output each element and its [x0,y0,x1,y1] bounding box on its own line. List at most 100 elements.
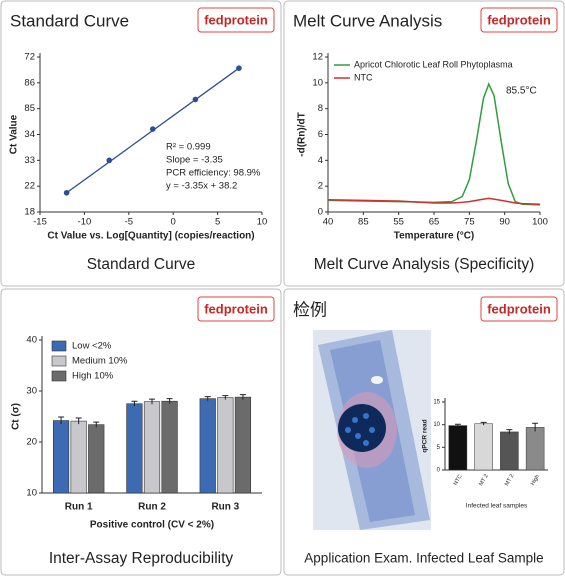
x-tick-label: 75 [464,217,475,228]
x-tick-label: 65 [429,217,440,228]
bar [143,401,161,494]
legend-label: High 10% [72,371,114,382]
x-tick-label: Run 1 [65,502,93,513]
brand-box [480,296,558,322]
x-tick-label: 90 [499,217,510,228]
y-tick-label: 40 [26,335,37,346]
x-tick-label: -10 [78,217,92,228]
brand: fedprotein [204,301,268,316]
bar [161,400,178,494]
y-axis-label: Ct (σ) [11,403,22,430]
point [192,96,199,103]
y-tick-label: 85 [24,103,35,114]
brand-box [480,7,558,33]
x-tick-label: 10 [257,217,268,228]
x-tick-label: MT 2 [478,473,489,487]
error-bar [222,395,229,400]
error-bar [58,416,65,425]
x-tick-label: 55 [393,217,404,228]
bar [52,420,70,494]
y-tick-label: 0 [437,468,441,474]
x-tick-label: NTC [453,474,464,487]
bar [500,431,519,471]
annotation: R² = 0.999 [166,142,211,153]
error-bar [93,421,100,428]
x-axis-label: Temperature (°C) [394,231,475,242]
legend-swatch [51,370,67,382]
y-tick-label: 20 [26,437,37,448]
caption: Standard Curve [87,256,196,273]
bar [217,397,234,494]
bar [88,424,105,494]
panel-title: 检例 [293,300,327,319]
y-axis-label: Ct Value [9,114,20,154]
y-tick-label: 4 [318,155,323,166]
y-tick-label: 22 [24,181,35,192]
legend-swatch [51,340,67,352]
x-tick-label: 5 [215,217,220,228]
y-tick-label: 15 [433,400,440,406]
y-tick-label: 10 [26,488,37,499]
annotation: PCR efficiency: 98.9% [166,168,261,179]
caption: Application Exam. Infected Leaf Sample [304,551,543,566]
caption: Inter-Assay Reproducibility [49,550,234,567]
peak-label: 85.5°C [506,86,537,97]
bar [199,398,216,494]
panel [0,0,282,287]
y-tick-label: 10 [433,422,440,428]
y-tick-label: 33 [24,155,35,166]
x-tick-label: Run 2 [138,502,166,513]
bar [525,427,545,471]
x-tick-label: High [530,474,541,487]
x-tick-label: 0 [171,217,176,228]
legend-label: Medium 10% [72,356,128,367]
x-axis-label: Infected leaf samples [466,503,528,510]
bar [474,423,493,471]
bar [234,396,252,494]
y-tick-label: 18 [24,207,35,218]
legend-swatch [51,355,67,367]
point [106,157,113,164]
point [149,126,156,132]
x-axis-label: Ct Value vs. Log[Quantity] (copies/react… [47,231,254,242]
error-bar [480,421,487,426]
x-tick-label: MT 2 [504,473,515,487]
error-bar [75,417,82,425]
y-tick-label: 10 [312,77,323,88]
error-bar [166,398,173,404]
x-tick-label: Run 3 [211,502,239,513]
point [63,189,70,196]
y-tick-label: 86 [24,77,35,88]
point [236,65,242,71]
brand: fedprotein [204,12,268,27]
panel [283,0,565,287]
y-axis-label: -d(Rn)/dT [297,112,308,156]
x-tick-label: 100 [532,217,548,228]
y-tick-label: 5 [437,445,441,451]
annotation: y = -3.35x + 38.2 [166,181,237,192]
error-bar [204,396,211,401]
series-line [327,197,541,205]
brand-box [197,296,275,322]
x-tick-label: 40 [323,217,334,228]
bar [70,420,87,494]
brand: fedprotein [487,301,551,316]
legend-label: Apricot Chlorotic Leaf Roll Phytoplasma [354,59,513,69]
y-tick-label: 2 [318,181,323,192]
legend-label: Low <2% [72,341,112,352]
error-bar [131,400,138,407]
y-tick-label: 0 [318,207,323,218]
bar [126,403,143,494]
brand-box [197,7,275,33]
error-bar [506,429,513,435]
leaf-photo [313,330,431,530]
error-bar [454,423,461,427]
error-bar [149,398,155,405]
y-axis-label: qPCR read [422,419,429,452]
error-bar [239,394,246,400]
annotation: Slope = -3.35 [166,155,223,166]
x-tick-label: -5 [125,217,133,228]
error-bar [532,422,539,432]
brand: fedprotein [487,12,551,27]
